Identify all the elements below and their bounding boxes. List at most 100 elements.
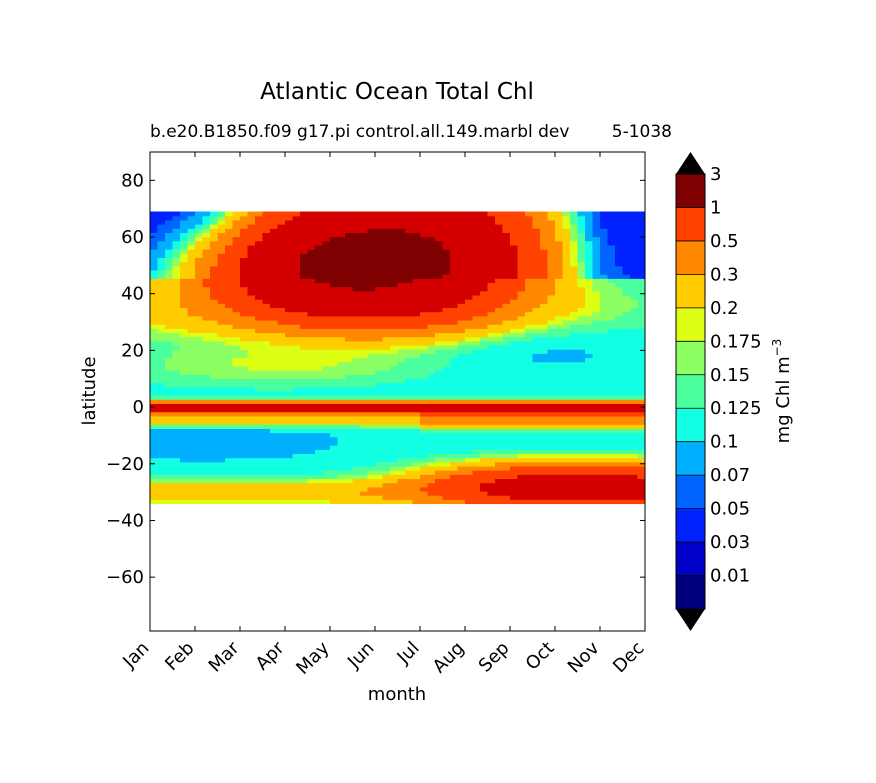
- field-cell: [195, 244, 204, 250]
- field-cell: [592, 361, 601, 367]
- field-cell: [562, 336, 571, 342]
- field-cell: [150, 495, 159, 500]
- field-cell: [367, 236, 376, 242]
- field-cell: [322, 282, 331, 288]
- field-cell: [292, 336, 301, 342]
- field-cell: [255, 474, 264, 480]
- field-cell: [517, 240, 526, 246]
- field-cell: [480, 361, 489, 367]
- field-cell: [562, 399, 571, 404]
- field-cell: [450, 361, 459, 367]
- field-cell: [525, 365, 534, 371]
- field-cell: [547, 403, 556, 409]
- field-cell: [225, 399, 234, 404]
- field-cell: [442, 365, 451, 371]
- field-cell: [180, 465, 189, 471]
- field-cell: [202, 420, 211, 425]
- field-cell: [435, 282, 444, 288]
- field-cell: [510, 274, 519, 279]
- field-cell: [307, 495, 316, 500]
- field-cell: [622, 361, 631, 367]
- field-cell: [495, 215, 504, 221]
- field-cell: [187, 315, 196, 321]
- field-cell: [630, 390, 639, 396]
- field-cell: [405, 311, 414, 317]
- field-cell: [255, 390, 264, 396]
- field-cell: [427, 344, 436, 350]
- field-cell: [637, 215, 645, 221]
- field-cell: [630, 261, 639, 267]
- field-cell: [352, 470, 361, 475]
- field-cell: [405, 349, 414, 354]
- field-cell: [300, 319, 309, 325]
- field-cell: [330, 303, 339, 309]
- field-cell: [570, 307, 579, 313]
- field-cell: [300, 253, 309, 258]
- field-cell: [307, 440, 316, 446]
- field-cell: [390, 490, 399, 496]
- field-cell: [172, 449, 181, 455]
- field-cell: [427, 324, 436, 329]
- field-cell: [352, 357, 361, 363]
- field-cell: [352, 436, 361, 442]
- field-cell: [405, 340, 414, 346]
- field-cell: [465, 461, 474, 467]
- field-cell: [315, 340, 324, 346]
- field-cell: [457, 390, 466, 396]
- field-cell: [487, 495, 496, 500]
- field-cell: [510, 257, 519, 263]
- field-cell: [367, 382, 376, 388]
- field-cell: [292, 328, 301, 334]
- field-cell: [412, 386, 421, 392]
- field-cell: [502, 424, 511, 429]
- field-cell: [247, 449, 256, 455]
- field-cell: [217, 307, 226, 313]
- field-cell: [172, 249, 181, 254]
- field-cell: [165, 344, 174, 350]
- field-cell: [172, 411, 181, 417]
- field-cell: [232, 403, 241, 409]
- field-cell: [225, 482, 234, 488]
- field-cell: [240, 257, 249, 263]
- field-cell: [202, 236, 211, 242]
- field-cell: [307, 499, 316, 505]
- field-cell: [547, 424, 556, 429]
- field-cell: [495, 424, 504, 429]
- field-cell: [390, 328, 399, 334]
- field-cell: [547, 436, 556, 442]
- colorbar-bin: [676, 408, 705, 443]
- field-cell: [600, 453, 609, 459]
- field-cell: [195, 440, 204, 446]
- field-cell: [622, 315, 631, 321]
- field-cell: [315, 290, 324, 296]
- field-cell: [427, 365, 436, 371]
- field-cell: [397, 286, 406, 292]
- field-cell: [495, 286, 504, 292]
- field-cell: [225, 269, 234, 275]
- field-cell: [240, 478, 249, 484]
- field-cell: [615, 319, 624, 325]
- field-cell: [517, 486, 526, 492]
- field-cell: [352, 261, 361, 267]
- field-cell: [210, 432, 219, 438]
- field-cell: [510, 382, 519, 388]
- field-cell: [345, 411, 354, 417]
- field-cell: [315, 420, 324, 425]
- field-cell: [150, 470, 159, 475]
- field-cell: [255, 344, 264, 350]
- field-cell: [637, 269, 645, 275]
- field-cell: [382, 319, 391, 325]
- field-cell: [622, 499, 631, 505]
- field-cell: [570, 415, 579, 421]
- colorbar-extend-min: [676, 609, 705, 631]
- field-cell: [502, 432, 511, 438]
- field-cell: [292, 257, 301, 263]
- field-cell: [210, 424, 219, 429]
- field-cell: [510, 428, 519, 434]
- field-cell: [427, 315, 436, 321]
- field-cell: [277, 257, 286, 263]
- field-cell: [540, 249, 549, 254]
- field-cell: [435, 403, 444, 409]
- field-cell: [277, 282, 286, 288]
